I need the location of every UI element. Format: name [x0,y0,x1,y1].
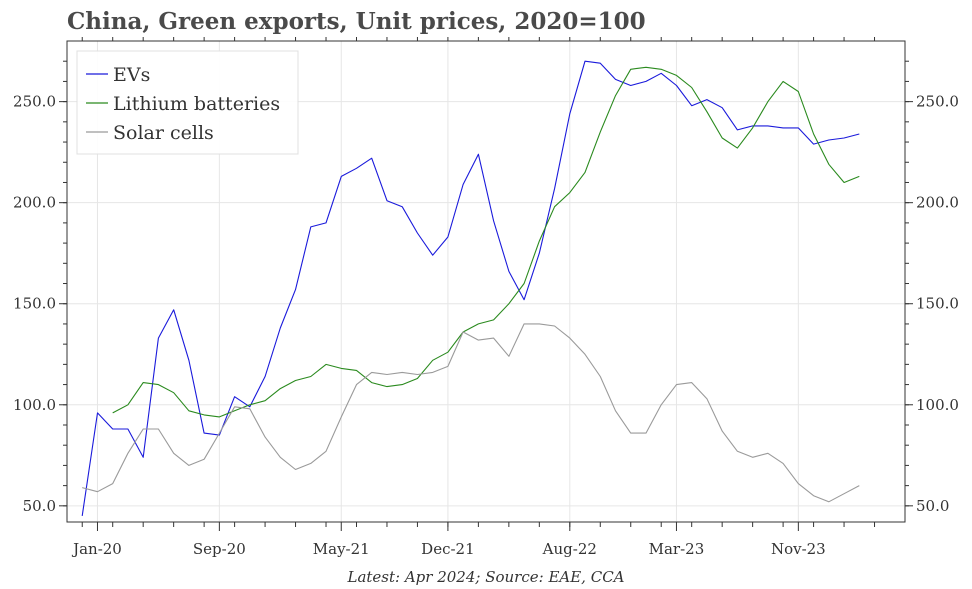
legend-label-evs: EVs [113,64,150,86]
x-tick-label: Mar-23 [649,540,705,558]
y-tick-label-left: 100.0 [13,396,56,414]
source-note: Latest: Apr 2024; Source: EAE, CCA [346,568,624,586]
y-tick-label-left: 250.0 [13,93,56,111]
series-lines [81,60,860,516]
chart-title: China, Green exports, Unit prices, 2020=… [67,8,646,35]
plot-frame [66,40,906,523]
series-line-solar-cells [82,323,860,503]
x-axis: Jan-20 Sep-20 May-21 Dec-21 Aug-22 Mar-23 Nov-… [71,37,876,558]
y-axis-left: 50.0 100.0 150.0 200.0 250.0 [13,60,67,515]
series-line-lithium-batteries [112,66,860,418]
x-tick-label: Nov-23 [771,540,826,558]
y-tick-label-right: 100.0 [916,396,959,414]
y-tick-label-left: 200.0 [13,194,56,212]
y-tick-label-right: 250.0 [916,93,959,111]
legend-box [76,50,299,155]
x-tick-label: Aug-22 [542,540,597,558]
x-tick-label: Dec-21 [421,540,474,558]
x-tick-label: Jan-20 [71,540,122,558]
legend: EVs Lithium batteries Solar cells [76,50,299,155]
y-tick-label-right: 200.0 [916,194,959,212]
y-tick-label-left: 150.0 [13,295,56,313]
x-tick-label: Sep-20 [193,540,246,558]
legend-label-solar-cells: Solar cells [113,122,214,144]
x-tick-label: May-21 [313,540,370,558]
y-axis-right: 50.0 100.0 150.0 200.0 250.0 [905,60,959,515]
y-tick-label-left: 50.0 [23,497,56,515]
series-line-evs [81,60,860,516]
y-tick-label-right: 50.0 [916,497,949,515]
legend-label-lithium-batteries: Lithium batteries [113,93,280,115]
y-tick-label-right: 150.0 [916,295,959,313]
